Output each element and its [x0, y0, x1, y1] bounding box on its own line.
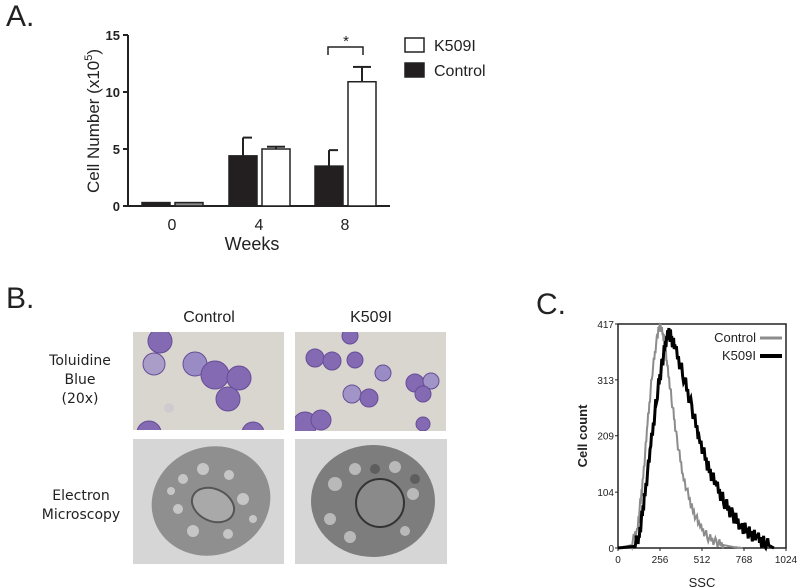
histogram-legend: Control K509I — [714, 330, 782, 363]
histogram-chart: 0 104 209 313 417 0 256 512 768 1024 Cell count S… — [575, 320, 798, 588]
legend-swatch-control — [404, 62, 425, 78]
legend-label-control: Control — [434, 63, 486, 80]
x-tick-label: 0 — [168, 217, 177, 234]
bar-legend: K509I Control — [404, 37, 486, 80]
row-label-line: (20x) — [61, 391, 99, 407]
svg-text:Cell Number (x105): Cell Number (x105) — [83, 49, 103, 193]
bar-chart: Cell Number (x105) 0 5 10 15 0 4 8 * Weeks K50… — [83, 28, 486, 254]
row-label-line: Toluidine — [49, 353, 111, 369]
significance-star: * — [343, 33, 349, 50]
histogram-line-control — [617, 321, 743, 552]
panel-a-label: A. — [6, 0, 35, 33]
x-tick-label: 1024 — [775, 555, 798, 566]
bar-k509i-week-4 — [261, 148, 291, 207]
bar-series — [141, 65, 377, 207]
significance-annotation: * — [327, 33, 364, 55]
y-tick-label: 313 — [597, 376, 614, 387]
row-label-toluidine: Toluidine Blue (20x) — [40, 352, 120, 409]
row-label-line: Electron — [52, 488, 110, 504]
em-control-image — [133, 439, 284, 564]
x-tick-label: 512 — [694, 555, 711, 566]
bar-chart-axes: 0 5 10 15 0 4 8 — [106, 28, 390, 234]
histogram-x-label: SSC — [689, 575, 716, 588]
toluidine-control-image — [133, 332, 284, 430]
y-tick-label: 104 — [597, 488, 614, 499]
y-axis-label: Cell Number (x105) — [83, 49, 103, 193]
toluidine-k509i-image — [295, 332, 446, 431]
row-label-electron-microscopy: Electron Microscopy — [36, 487, 126, 525]
significance-bracket — [327, 46, 364, 55]
row-label-line: Microscopy — [41, 507, 121, 523]
y-tick-label: 0 — [608, 544, 614, 555]
row-label-line: Blue — [64, 372, 96, 388]
histogram-y-label: Cell count — [575, 404, 590, 468]
y-tick-label: 15 — [106, 28, 120, 43]
panel-c-label: C. — [536, 288, 566, 321]
y-tick-label: 209 — [597, 432, 614, 443]
legend-swatch-k509i — [404, 37, 425, 53]
x-tick-label: 4 — [255, 217, 264, 234]
em-k509i-image — [295, 439, 447, 564]
x-tick-label: 0 — [615, 555, 621, 566]
x-tick-label: 768 — [736, 555, 753, 566]
y-tick-label: 417 — [597, 320, 614, 331]
bar-k509i-week-8 — [347, 80, 377, 207]
legend-label-k509i: K509I — [434, 38, 476, 55]
x-axis-label: Weeks — [225, 234, 280, 254]
histogram-series — [617, 321, 775, 552]
histogram-line-k509i — [617, 327, 775, 552]
x-tick-label: 256 — [652, 555, 669, 566]
bar-k509i-week-0 — [174, 201, 204, 207]
y-tick-label: 0 — [113, 199, 120, 214]
bar-control-week-4 — [228, 155, 258, 207]
column-header-k509i: K509I — [350, 309, 392, 326]
histogram-axes: 0 104 209 313 417 0 256 512 768 1024 — [597, 320, 797, 566]
y-tick-label: 10 — [106, 85, 120, 100]
y-tick-label: 5 — [113, 142, 120, 157]
bar-control-week-0 — [141, 201, 171, 207]
column-header-control: Control — [183, 309, 235, 326]
legend-label-control: Control — [714, 330, 756, 345]
x-tick-label: 8 — [341, 217, 350, 234]
legend-label-k509i: K509I — [722, 348, 756, 363]
bar-control-week-8 — [314, 165, 344, 207]
panel-b-label: B. — [6, 282, 35, 315]
